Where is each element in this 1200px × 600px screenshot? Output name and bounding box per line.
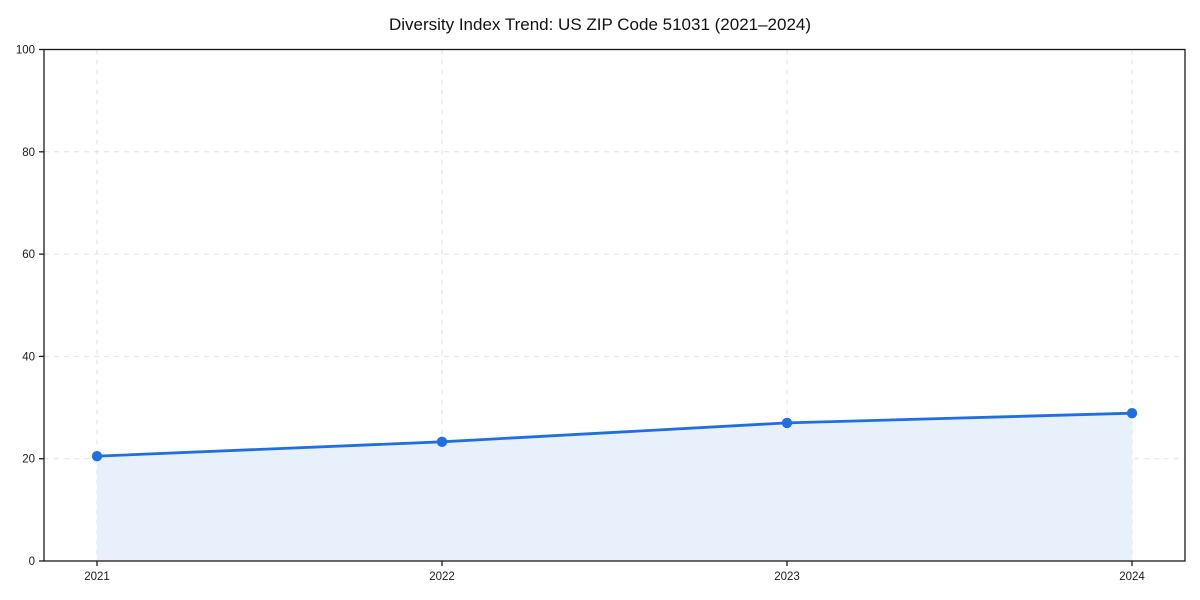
plot-frame xyxy=(43,48,1186,562)
y-tick-label: 60 xyxy=(22,249,35,261)
data-point xyxy=(91,450,103,462)
x-tick-label: 2021 xyxy=(84,571,110,583)
chart-title: Diversity Index Trend: US ZIP Code 51031… xyxy=(388,15,812,34)
y-tick-label: 80 xyxy=(22,147,35,159)
data-point xyxy=(781,417,793,429)
y-tick-label: 0 xyxy=(29,556,35,568)
x-tick-label: 2023 xyxy=(774,571,800,583)
area-fill xyxy=(97,413,1132,561)
y-tick-label: 20 xyxy=(22,454,35,466)
y-tick-label: 40 xyxy=(22,351,35,363)
data-point xyxy=(1126,407,1138,419)
y-tick-label: 100 xyxy=(16,45,35,57)
data-point xyxy=(436,436,448,448)
x-tick-label: 2024 xyxy=(1119,571,1145,583)
x-tick-label: 2022 xyxy=(429,571,455,583)
trend-line xyxy=(95,411,1134,458)
